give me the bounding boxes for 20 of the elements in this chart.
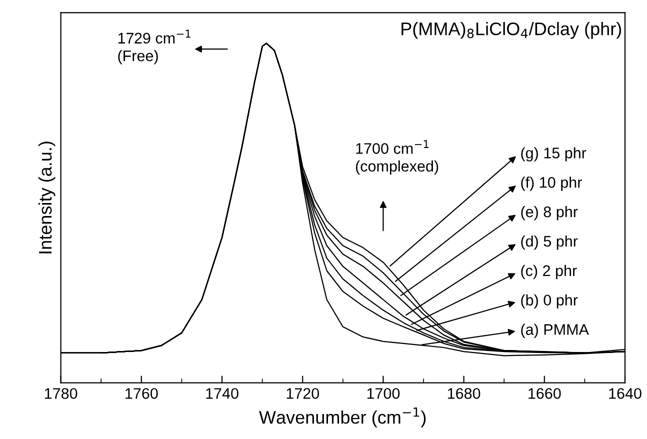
legend-label: (a) PMMA <box>521 324 589 338</box>
x-tick-label: 1640 <box>609 388 642 399</box>
x-axis-title: Wavenumber (cm$^{−1}$) <box>259 407 426 428</box>
chart-title: P(MMA)$_{8}$LiClO$_{4}$/Dclay (phr) <box>402 22 622 39</box>
text: 1729 cm$^{−1}$ (Free) <box>118 30 190 64</box>
x-tick-label: 1700 <box>367 388 400 399</box>
legend-label: (c) 2 phr <box>521 264 577 280</box>
legend-label: (f) 10 phr <box>521 176 582 191</box>
x-tick-label: 1680 <box>448 388 480 399</box>
x-tick-label: 1780 <box>44 388 78 399</box>
legend-label: (d) 5 phr <box>521 235 578 250</box>
legend-label: (g) 15 phr <box>521 147 586 162</box>
x-tick-label: 1660 <box>528 388 561 399</box>
x-tick-label: 1760 <box>126 388 158 399</box>
legend-label: (e) 8 phr <box>521 206 578 220</box>
annotation: 1700 cm$^{−1}$ (complexed) <box>356 140 438 175</box>
x-tick-label: 1740 <box>206 388 238 399</box>
x-tick-label: 1720 <box>286 388 320 399</box>
y-axis-title: Intensity (a.u.) <box>38 142 56 254</box>
legend-label: (b) 0 phr <box>521 294 578 309</box>
